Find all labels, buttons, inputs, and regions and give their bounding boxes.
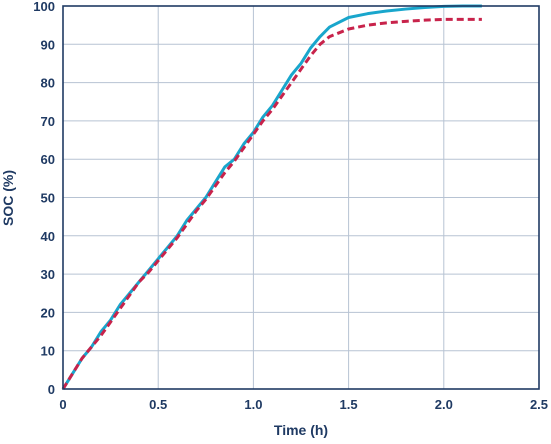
x-axis-title: Time (h) <box>274 422 328 438</box>
y-tick-label: 60 <box>41 152 55 167</box>
y-tick-label: 30 <box>41 267 55 282</box>
x-tick-label: 2.5 <box>530 397 548 412</box>
y-axis-title: SOC (%) <box>0 170 16 226</box>
series-line-2 <box>61 17 482 390</box>
y-tick-label: 0 <box>48 382 55 397</box>
y-tick-label: 40 <box>41 229 55 244</box>
x-tick-label: 1.0 <box>244 397 262 412</box>
y-tick-label: 80 <box>41 76 55 91</box>
x-tick-labels: 0 0.5 1.0 1.5 2.0 2.5 <box>59 397 548 412</box>
x-tick-label: 1.5 <box>340 397 358 412</box>
x-tick-label: 0.5 <box>149 397 167 412</box>
y-tick-label: 100 <box>33 0 55 14</box>
y-tick-label: 10 <box>41 344 55 359</box>
x-tick-label: 2.0 <box>435 397 453 412</box>
series-layer <box>61 4 482 390</box>
y-tick-label: 90 <box>41 37 55 52</box>
y-tick-labels: 0 10 20 30 40 50 60 70 80 90 100 <box>33 0 55 397</box>
y-tick-label: 20 <box>41 305 55 320</box>
x-tick-label: 0 <box>59 397 66 412</box>
grid <box>63 6 539 389</box>
y-tick-label: 70 <box>41 114 55 129</box>
y-tick-label: 50 <box>41 191 55 206</box>
plot-frame <box>62 5 540 390</box>
